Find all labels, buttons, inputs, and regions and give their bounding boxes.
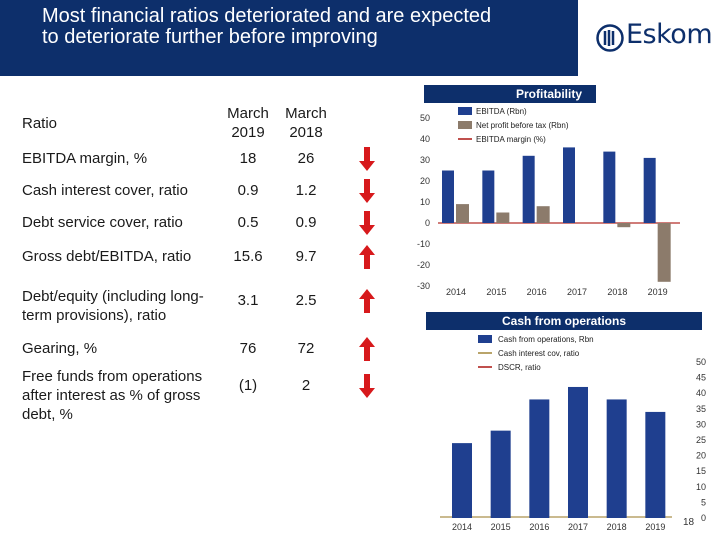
row-value-2019: 15.6 — [233, 248, 263, 265]
legend-label: DSCR, ratio — [498, 363, 541, 372]
cash-bar — [568, 386, 588, 518]
ebitda-bar — [482, 170, 495, 223]
page-title: Most financial ratios deteriorated and a… — [42, 5, 492, 48]
x-tick-label: 2019 — [648, 287, 668, 297]
row-value-2018: 2 — [301, 377, 311, 394]
y-tick-label: 30 — [696, 419, 706, 429]
y-tick-label: 10 — [420, 197, 430, 207]
row-value-2019: 18 — [239, 150, 257, 167]
y-tick-label: 20 — [696, 451, 706, 461]
page-number: 18 — [683, 517, 695, 528]
row-label: EBITDA margin, % — [22, 150, 148, 167]
eskom-logo: Eskom — [578, 0, 720, 76]
x-tick-label: 2018 — [607, 287, 627, 297]
cash-bar — [645, 411, 666, 518]
y-tick-label: 50 — [420, 113, 430, 123]
net-profit-bar — [617, 223, 631, 228]
ebitda-bar — [643, 157, 656, 223]
x-tick-label: 2016 — [527, 287, 547, 297]
col-2019-header: March 2019 — [227, 105, 269, 141]
legend-label: Cash interest cov, ratio — [498, 349, 580, 358]
legend-label: EBITDA (Rbn) — [476, 107, 527, 116]
row-label: Debt service cover, ratio — [22, 214, 183, 231]
x-tick-label: 2014 — [446, 287, 466, 297]
row-label: Debt/equity (including long-term provisi… — [22, 288, 204, 324]
legend-swatch — [458, 121, 472, 129]
y-tick-label: 25 — [696, 435, 706, 445]
ratio-header: Ratio — [22, 115, 58, 132]
x-tick-label: 2017 — [567, 287, 587, 297]
y-tick-label: 30 — [420, 155, 430, 165]
ebitda-bar — [563, 147, 575, 223]
x-tick-label: 2018 — [607, 522, 627, 532]
row-value-2018: 2.5 — [295, 292, 317, 309]
y-tick-label: 15 — [696, 466, 706, 476]
x-tick-label: 2016 — [529, 522, 549, 532]
x-tick-label: 2014 — [452, 522, 472, 532]
row-value-2019: 76 — [239, 340, 257, 357]
legend-swatch — [478, 335, 492, 343]
row-label: Free funds from operations after interes… — [22, 368, 203, 423]
legend-label: Net profit before tax (Rbn) — [476, 121, 569, 130]
cash-bar — [490, 430, 511, 518]
eskom-emblem-icon — [596, 24, 624, 52]
y-tick-label: 35 — [696, 404, 706, 414]
y-tick-label: 0 — [701, 513, 706, 523]
col-2018-header: March 2018 — [285, 105, 327, 141]
net-profit-bar — [536, 206, 550, 223]
row-value-2019: 0.9 — [237, 182, 259, 199]
profitability-banner: Profitability — [424, 85, 596, 103]
down-arrow-icon — [359, 374, 375, 398]
y-tick-label: -10 — [417, 239, 430, 249]
down-arrow-icon — [359, 211, 375, 235]
up-arrow-icon — [359, 337, 375, 361]
x-tick-label: 2019 — [645, 522, 665, 532]
row-label: Gross debt/EBITDA, ratio — [22, 248, 192, 265]
header-bar: Most financial ratios deteriorated and a… — [0, 0, 720, 76]
down-arrow-icon — [359, 147, 375, 171]
y-tick-label: 40 — [420, 134, 430, 144]
y-tick-label: 0 — [425, 218, 430, 228]
net-profit-bar — [657, 223, 671, 282]
y-tick-label: 40 — [696, 388, 706, 398]
legend-label: EBITDA margin (%) — [476, 135, 546, 144]
cash-bar — [452, 443, 472, 518]
row-label: Cash interest cover, ratio — [22, 182, 188, 199]
row-label: Gearing, % — [22, 340, 98, 357]
logo-text: Eskom — [626, 19, 713, 50]
row-value-2018: 1.2 — [295, 182, 317, 199]
x-tick-label: 2017 — [568, 522, 588, 532]
row-value-2018: 72 — [297, 340, 315, 357]
row-value-2018: 9.7 — [295, 248, 317, 265]
legend-swatch — [458, 107, 472, 115]
y-tick-label: -30 — [417, 281, 430, 291]
y-tick-label: 10 — [696, 482, 706, 492]
row-value-2019: 0.5 — [237, 214, 259, 231]
ebitda-bar — [603, 151, 616, 223]
y-tick-label: 50 — [696, 357, 706, 367]
row-value-2018: 26 — [297, 150, 315, 167]
row-value-2019: 3.1 — [237, 292, 259, 309]
profitability-chart: -30 -20 -10 0 10 20 30 40 50 2014 2015 2016 2017 2018… — [417, 107, 680, 297]
x-tick-label: 2015 — [486, 287, 506, 297]
net-profit-bar — [456, 204, 469, 223]
legend-label: Cash from operations, Rbn — [498, 335, 594, 344]
row-value-2018: 0.9 — [295, 214, 317, 231]
ebitda-bar — [522, 155, 535, 223]
y-tick-label: 45 — [696, 373, 706, 383]
cash-bar — [529, 399, 550, 518]
up-arrow-icon — [359, 245, 375, 269]
y-tick-label: 5 — [701, 497, 706, 507]
x-tick-label: 2015 — [491, 522, 511, 532]
cash-chart: 0 5 10 15 20 25 30 35 40 45 50 2014 2015 2016 2017 2018… — [440, 335, 706, 532]
y-tick-label: -20 — [417, 260, 430, 270]
row-value-2019: (1) — [238, 377, 258, 394]
cash-bar — [606, 399, 627, 518]
y-tick-label: 20 — [420, 176, 430, 186]
ebitda-bar — [442, 170, 454, 223]
cash-banner: Cash from operations — [426, 312, 702, 330]
net-profit-bar — [496, 212, 510, 223]
down-arrow-icon — [359, 179, 375, 203]
up-arrow-icon — [359, 289, 375, 313]
